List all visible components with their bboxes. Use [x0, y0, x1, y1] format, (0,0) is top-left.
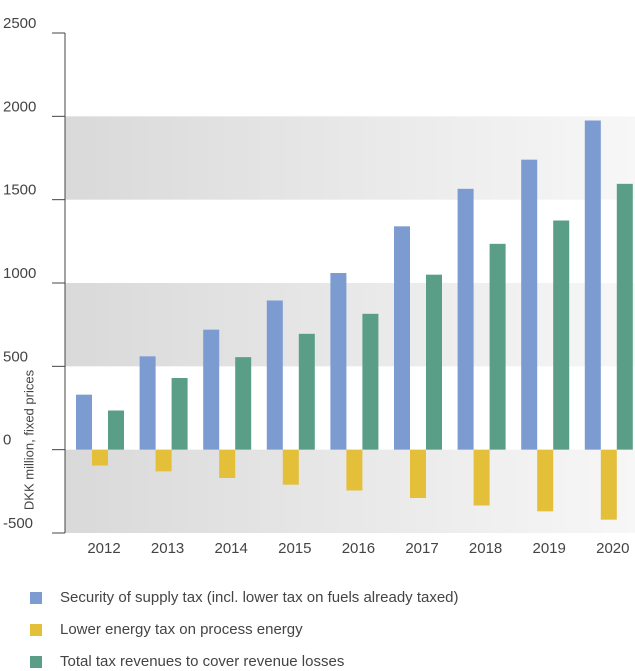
- bar: [282, 449, 299, 485]
- bar: [394, 226, 410, 450]
- legend-label: Security of supply tax (incl. lower tax …: [60, 589, 459, 606]
- y-axis-label: DKK million, fixed prices: [21, 369, 36, 510]
- bar: [457, 188, 474, 450]
- x-tick-label: 2015: [278, 540, 311, 557]
- legend-label: Lower energy tax on process energy: [60, 621, 303, 638]
- grid-band: [65, 283, 635, 367]
- y-tick-label: 2000: [3, 98, 36, 115]
- x-tick-label: 2014: [215, 540, 248, 557]
- bar: [171, 378, 188, 450]
- bar: [584, 120, 601, 450]
- legend-swatch: [30, 656, 42, 668]
- bar: [219, 449, 236, 478]
- bar: [553, 220, 570, 450]
- bar: [203, 329, 220, 450]
- bar: [266, 300, 283, 450]
- y-tick-label: 1500: [3, 182, 36, 199]
- grid-band: [65, 116, 635, 200]
- bar: [362, 313, 379, 450]
- bar: [330, 273, 347, 450]
- y-tick-label: 500: [3, 348, 28, 365]
- bar: [521, 159, 538, 450]
- bar: [489, 243, 506, 450]
- legend-swatch: [30, 624, 42, 636]
- y-tick-label: -500: [3, 515, 33, 532]
- x-tick-label: 2017: [405, 540, 438, 557]
- bar: [139, 356, 156, 450]
- bar: [426, 274, 442, 450]
- y-tick-label: 1000: [3, 265, 36, 282]
- bar: [600, 449, 617, 520]
- bar: [155, 449, 172, 472]
- bar: [410, 449, 426, 498]
- bar: [108, 410, 124, 450]
- y-tick-label: 2500: [3, 15, 36, 32]
- bar: [616, 183, 633, 450]
- bar: [346, 449, 363, 491]
- y-tick-label: 0: [3, 432, 11, 449]
- bar: [92, 449, 108, 466]
- bar: [76, 394, 92, 450]
- bar: [473, 449, 490, 506]
- legend-label: Total tax revenues to cover revenue loss…: [60, 653, 344, 670]
- bar: [537, 449, 554, 512]
- legend-swatch: [30, 592, 42, 604]
- x-tick-label: 2019: [533, 540, 566, 557]
- x-tick-label: 2012: [87, 540, 120, 557]
- x-tick-label: 2020: [596, 540, 629, 557]
- x-tick-label: 2016: [342, 540, 375, 557]
- bar: [235, 357, 252, 450]
- x-tick-label: 2013: [151, 540, 184, 557]
- x-tick-label: 2018: [469, 540, 502, 557]
- bar: [298, 333, 315, 450]
